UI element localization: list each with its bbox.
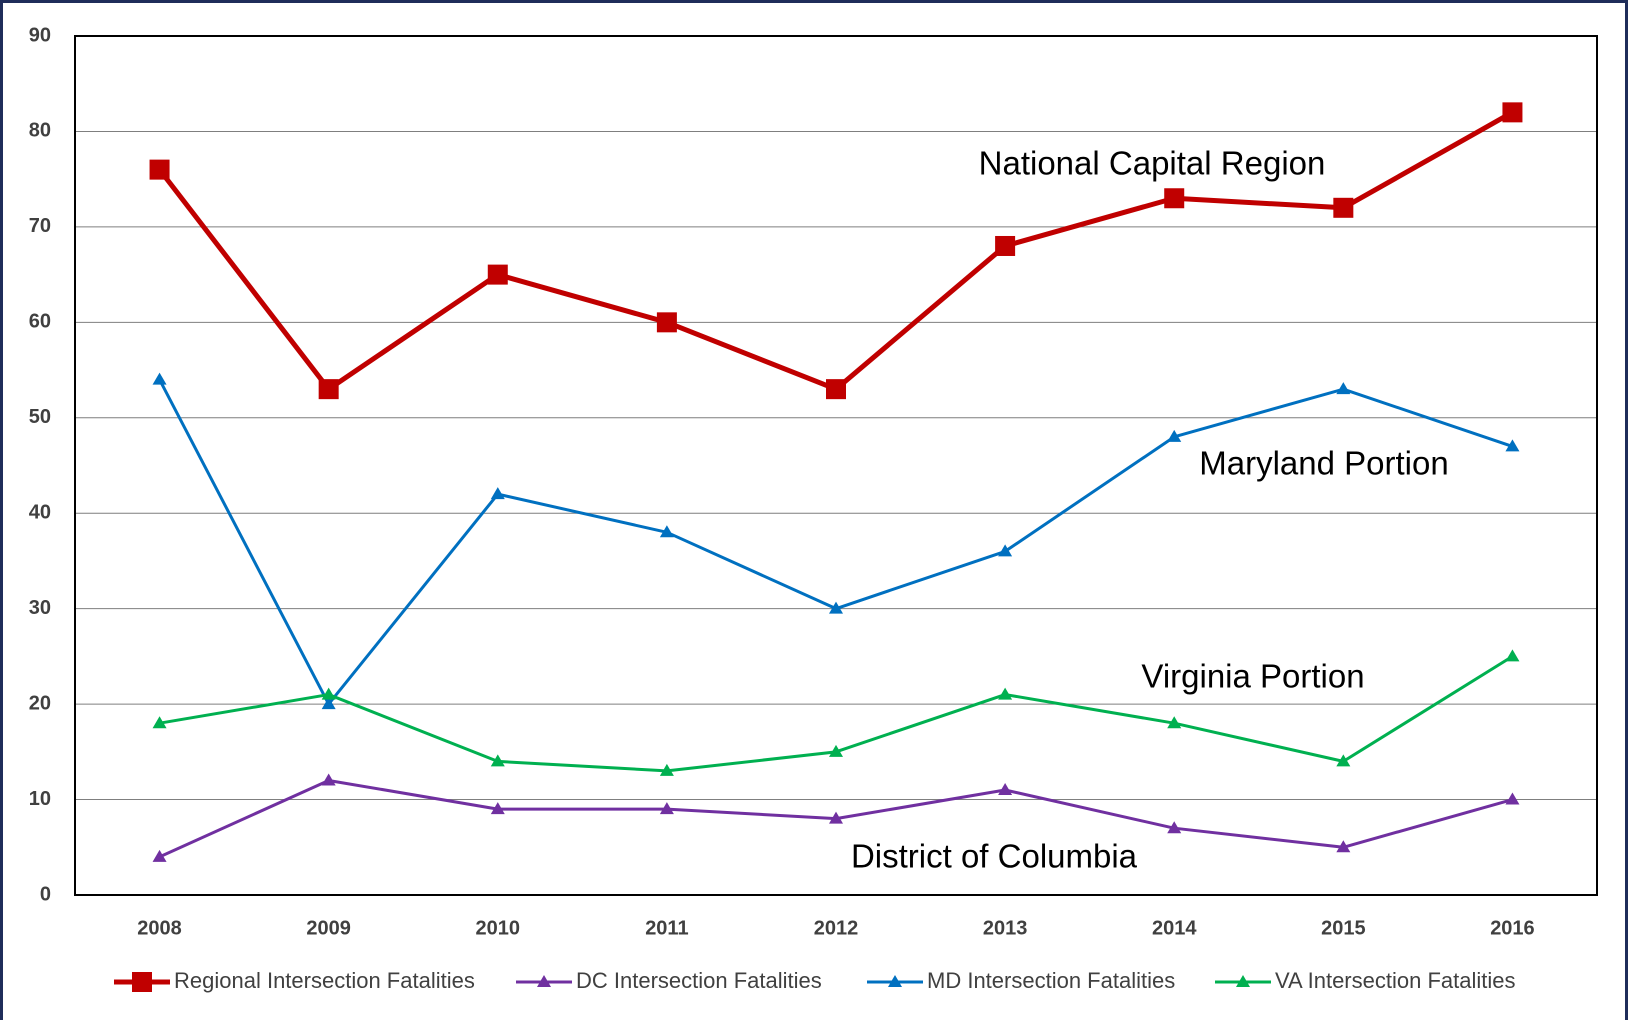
annotation: National Capital Region bbox=[979, 145, 1326, 182]
y-tick-label: 50 bbox=[29, 406, 51, 428]
point-marker bbox=[321, 697, 336, 710]
point-marker bbox=[829, 601, 843, 614]
y-tick-label: 30 bbox=[29, 597, 51, 619]
x-tick-label: 2015 bbox=[1321, 917, 1366, 939]
y-tick-label: 10 bbox=[29, 788, 51, 810]
x-tick-label: 2010 bbox=[476, 917, 521, 939]
point-marker bbox=[829, 811, 843, 824]
point-marker bbox=[1502, 102, 1523, 123]
y-tick-label: 0 bbox=[40, 883, 51, 905]
annotation: Maryland Portion bbox=[1199, 445, 1448, 482]
point-marker bbox=[1505, 439, 1520, 452]
point-marker bbox=[1336, 754, 1351, 767]
point-marker bbox=[998, 687, 1013, 700]
x-tick-label: 2011 bbox=[645, 917, 688, 939]
point-marker bbox=[152, 716, 167, 729]
point-marker bbox=[1164, 188, 1185, 209]
point-marker bbox=[826, 379, 846, 400]
point-marker bbox=[487, 264, 508, 285]
point-marker bbox=[1336, 840, 1351, 853]
legend-marker bbox=[1236, 975, 1250, 987]
x-tick-label: 2013 bbox=[983, 917, 1028, 939]
point-marker bbox=[149, 159, 170, 180]
point-marker bbox=[321, 687, 336, 700]
point-marker bbox=[152, 849, 167, 862]
point-marker bbox=[998, 783, 1013, 796]
point-marker bbox=[1333, 197, 1354, 218]
y-tick-label: 40 bbox=[29, 502, 51, 524]
point-marker bbox=[998, 544, 1013, 557]
y-tick-label: 20 bbox=[29, 692, 51, 714]
point-marker bbox=[1505, 792, 1520, 805]
x-tick-label: 2012 bbox=[814, 917, 859, 939]
legend-label: Regional Intersection Fatalities bbox=[174, 968, 475, 993]
plot-border bbox=[74, 35, 1598, 896]
y-tick-label: 70 bbox=[29, 215, 51, 237]
x-tick-label: 2014 bbox=[1152, 917, 1197, 939]
legend-marker bbox=[888, 975, 902, 987]
y-tick-label: 60 bbox=[29, 311, 51, 333]
legend-label: VA Intersection Fatalities bbox=[1275, 968, 1516, 993]
y-tick-label: 90 bbox=[29, 24, 51, 46]
point-marker bbox=[995, 235, 1016, 256]
point-marker bbox=[1167, 716, 1182, 729]
legend-marker bbox=[132, 972, 152, 992]
point-marker bbox=[1167, 821, 1182, 834]
annotation: Virginia Portion bbox=[1141, 658, 1364, 695]
legend-marker bbox=[537, 975, 551, 987]
point-marker bbox=[152, 372, 167, 385]
point-marker bbox=[656, 312, 677, 333]
point-marker bbox=[829, 744, 843, 757]
annotation: District of Columbia bbox=[851, 838, 1138, 875]
point-marker bbox=[490, 754, 505, 767]
point-marker bbox=[490, 487, 505, 500]
y-tick-label: 80 bbox=[29, 120, 51, 142]
series-line bbox=[158, 378, 1513, 706]
point-marker bbox=[1336, 382, 1351, 395]
point-marker bbox=[1505, 649, 1520, 662]
x-tick-label: 2016 bbox=[1490, 917, 1535, 939]
point-marker bbox=[318, 379, 339, 400]
point-marker bbox=[659, 802, 674, 815]
point-marker bbox=[1167, 429, 1182, 442]
x-tick-label: 2009 bbox=[306, 917, 351, 939]
point-marker bbox=[659, 763, 674, 776]
point-marker bbox=[490, 802, 505, 815]
legend-label: DC Intersection Fatalities bbox=[576, 968, 822, 993]
point-marker bbox=[659, 525, 674, 538]
legend-label: MD Intersection Fatalities bbox=[927, 968, 1175, 993]
point-marker bbox=[321, 773, 336, 786]
x-tick-label: 2008 bbox=[137, 917, 182, 939]
